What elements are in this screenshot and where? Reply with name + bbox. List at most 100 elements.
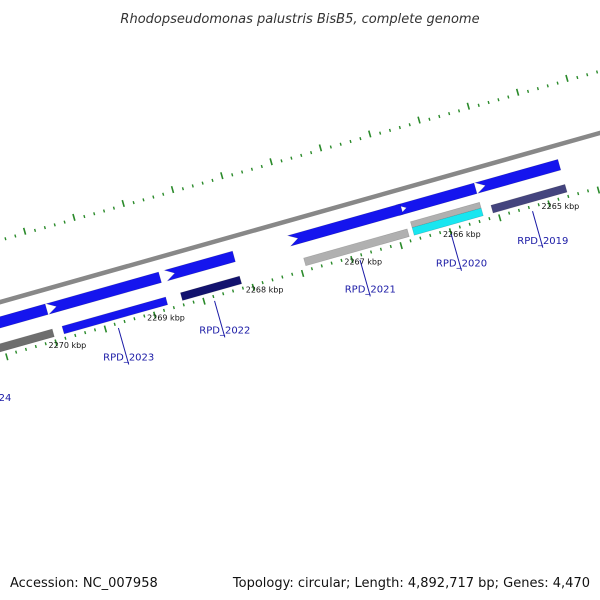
inner-tick	[132, 200, 135, 205]
inner-tick	[142, 198, 145, 202]
scale-tick	[93, 328, 97, 332]
inner-tick	[201, 181, 204, 185]
scale-tick	[143, 314, 146, 318]
inner-tick	[43, 226, 46, 230]
scale-tick	[123, 319, 126, 324]
inner-tick	[368, 130, 372, 138]
inner-tick	[152, 195, 155, 199]
inner-tick	[260, 164, 263, 169]
scale-tick	[350, 255, 354, 264]
scale-tick	[281, 275, 284, 279]
accession-text: Accession: NC_007958	[10, 576, 158, 591]
inner-tick	[280, 159, 283, 163]
inner-tick	[191, 184, 194, 188]
inner-tick	[14, 234, 17, 238]
gene-bar	[61, 296, 169, 335]
scale-tick	[340, 258, 343, 263]
scale-tick	[212, 294, 215, 299]
inner-tick	[379, 131, 382, 135]
scale-tick	[44, 342, 47, 346]
scale-tick	[478, 219, 481, 224]
scale-tick	[15, 350, 18, 354]
gene-bar	[0, 328, 55, 353]
inner-tick	[121, 199, 125, 208]
inner-tick	[457, 109, 461, 113]
gene-label[interactable]: RPD_2023	[103, 353, 154, 364]
scale-tick	[310, 267, 314, 271]
inner-tick	[22, 227, 27, 235]
scale-label: 2265 kbp	[542, 202, 580, 211]
inner-tick	[162, 192, 165, 196]
inner-tick	[576, 75, 579, 80]
inner-tick	[466, 102, 471, 110]
map-title: Rhodopseudomonas palustris BisB5, comple…	[120, 12, 479, 27]
scale-tick	[527, 205, 530, 210]
feature-tracks	[0, 159, 568, 353]
inner-tick	[241, 170, 244, 174]
gene-bar	[180, 275, 243, 301]
inner-tick	[329, 145, 332, 149]
scale-tick	[74, 333, 77, 338]
inner-tick	[515, 88, 520, 96]
inner-tick	[290, 156, 293, 160]
inner-tick	[546, 84, 549, 88]
scale-tick	[222, 292, 225, 296]
inner-tick	[72, 213, 76, 221]
gene-leader-line	[214, 300, 226, 338]
inner-tick	[83, 214, 86, 219]
scale-label: 2268 kbp	[246, 285, 284, 294]
inner-tick	[477, 103, 480, 107]
gene-leader-line	[532, 211, 544, 248]
inner-tick	[586, 73, 589, 77]
gene-leader-line	[359, 259, 371, 297]
gene-label[interactable]: RPD_2020	[436, 259, 487, 270]
inner-tick	[53, 223, 56, 227]
scale-tick	[54, 339, 58, 347]
inner-tick	[497, 98, 500, 102]
inner-tick	[211, 178, 214, 183]
scale-tick	[389, 244, 392, 249]
scale-tick	[547, 200, 551, 208]
inner-tick	[507, 95, 510, 99]
scale-tick	[152, 311, 157, 319]
scale-tick	[517, 208, 521, 212]
scale-tick	[330, 261, 333, 265]
inner-tick	[339, 142, 342, 146]
gene-label[interactable]: RPD_2021	[345, 284, 396, 295]
gene-bar	[410, 201, 482, 228]
genome-backbone	[0, 130, 600, 305]
cds-arrow	[473, 159, 562, 194]
cds-arrow	[0, 303, 49, 329]
inner-tick	[102, 209, 106, 213]
scale-tick	[103, 325, 108, 333]
gene-label[interactable]: RPD_2019	[517, 236, 568, 247]
scale-tick	[429, 233, 432, 237]
inner-tick	[170, 185, 175, 194]
scale-tick	[586, 189, 590, 193]
scale-tick	[370, 250, 373, 254]
inner-tick	[63, 220, 66, 224]
inner-tick	[318, 144, 323, 152]
inner-tick-ring	[4, 70, 599, 241]
inner-tick	[220, 172, 224, 180]
inner-tick	[112, 206, 115, 210]
inner-tick	[4, 237, 7, 241]
scale-tick	[182, 303, 185, 307]
inner-tick	[565, 74, 569, 82]
gene-label[interactable]: RPD_2022	[199, 325, 250, 336]
scale-tick	[271, 278, 274, 282]
inner-tick	[487, 100, 490, 105]
scale-tick	[537, 203, 540, 207]
scale-tick	[241, 286, 244, 290]
scale-tick	[291, 272, 294, 276]
scale-tick	[231, 289, 235, 293]
inner-tick	[408, 123, 411, 127]
gene-label[interactable]: RPD_2024	[0, 393, 11, 404]
scale-tick	[202, 297, 206, 305]
scale-tick	[596, 186, 600, 194]
inner-tick	[269, 158, 273, 166]
inner-tick	[231, 173, 234, 177]
scale-tick	[448, 228, 453, 236]
gene-bar	[303, 228, 410, 267]
scale-label: 2267 kbp	[344, 258, 382, 267]
